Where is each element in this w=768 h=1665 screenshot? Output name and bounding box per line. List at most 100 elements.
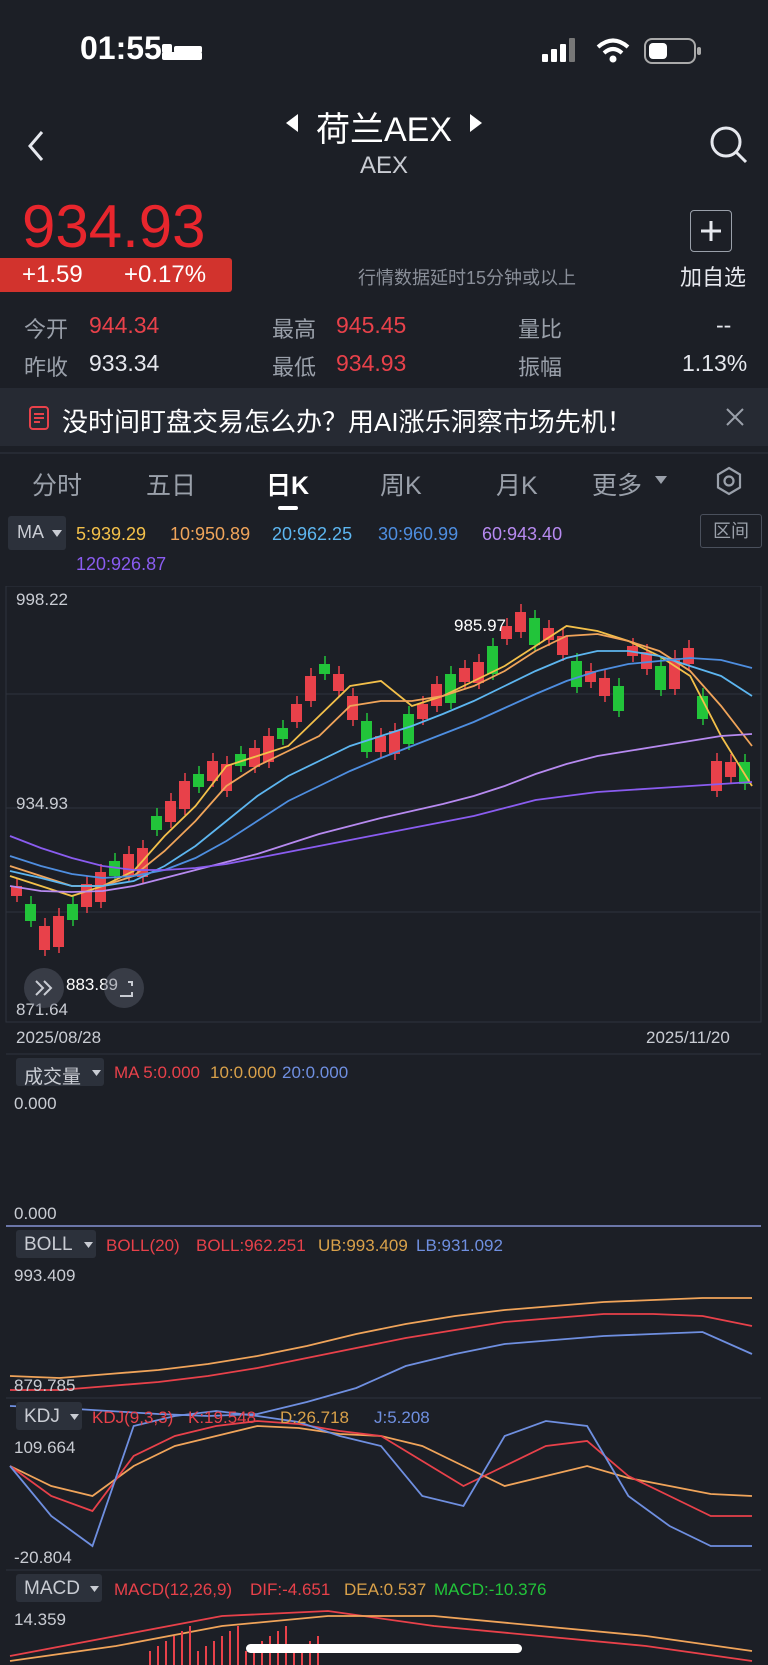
range-button[interactable]: 区间	[700, 514, 762, 548]
candle-body	[11, 886, 22, 896]
date-end: 2025/11/20	[646, 1028, 730, 1047]
kdj-k-line	[9, 1420, 752, 1517]
double-chevron-icon	[35, 980, 53, 996]
add-watchlist-label[interactable]: 加自选	[680, 265, 747, 290]
kline-chart-area[interactable]	[0, 586, 768, 1665]
candle-body	[529, 618, 540, 645]
prev-close-value: 933.34	[89, 350, 160, 376]
page-title: 荷兰AEX	[315, 111, 453, 149]
candle-body	[25, 904, 36, 921]
candle-body	[151, 816, 162, 830]
ma30-value: 30:960.99	[378, 524, 459, 544]
volume-ma10: 10:0.000	[210, 1063, 277, 1082]
candle-body	[361, 721, 372, 752]
volume-ma20: 20:0.000	[282, 1063, 349, 1082]
kdj-j: J:5.208	[374, 1408, 430, 1427]
fullscreen-button[interactable]	[104, 968, 144, 1008]
caret-down-icon	[52, 530, 62, 537]
kdj-d: D:26.718	[280, 1408, 349, 1427]
plus-icon	[701, 221, 721, 241]
change-percent: +0.17%	[124, 261, 207, 288]
home-indicator[interactable]	[246, 1644, 522, 1653]
candle-body	[655, 666, 666, 690]
candle-body	[165, 801, 176, 822]
caret-down-icon	[90, 1586, 99, 1592]
open-value: 944.34	[89, 312, 160, 338]
macd-dea-line	[9, 1615, 753, 1662]
boll-y-top: 993.409	[14, 1266, 76, 1285]
low-value: 934.93	[336, 350, 407, 376]
ma120-line	[9, 781, 753, 871]
tab-five-day[interactable]: 五日	[146, 472, 197, 500]
promo-banner[interactable]	[0, 388, 768, 446]
kline-y-mid: 934.93	[16, 794, 68, 813]
delay-note: 行情数据延时15分钟或以上	[358, 268, 577, 288]
tab-weekly-k[interactable]: 周K	[380, 472, 422, 500]
tab-monthly-k[interactable]: 月K	[496, 472, 538, 500]
boll-selector[interactable]: BOLL	[16, 1230, 96, 1258]
candle-body	[81, 884, 92, 907]
prev-index-icon[interactable]	[284, 112, 300, 134]
close-icon[interactable]	[724, 406, 746, 428]
ma30-line	[9, 657, 753, 879]
settings-icon[interactable]	[714, 466, 744, 496]
kdj-y-top: 109.664	[14, 1438, 76, 1457]
cellular-signal-icon	[542, 38, 575, 62]
back-icon[interactable]	[24, 128, 48, 164]
ma60-line	[9, 733, 753, 893]
candle-body	[389, 731, 400, 754]
kline-y-low: 871.64	[16, 1000, 68, 1019]
candle-body	[109, 861, 120, 876]
volume-ratio-value: --	[716, 312, 732, 338]
chevron-down-icon	[655, 476, 667, 484]
kline-y-high: 998.22	[16, 590, 68, 609]
candle-body	[179, 781, 190, 809]
candle-body	[711, 761, 722, 791]
macd-dif: DIF:-4.651	[250, 1580, 331, 1599]
ma20-value: 20:962.25	[272, 524, 353, 544]
caret-down-icon	[70, 1414, 79, 1420]
candle-body	[207, 761, 218, 781]
candle-body	[235, 754, 246, 766]
volume-y-bottom: 0.000	[14, 1204, 57, 1223]
candle-body	[137, 848, 148, 877]
prev-close-label: 昨收	[24, 355, 69, 380]
scroll-left-button[interactable]	[24, 968, 64, 1008]
candle-body	[291, 704, 302, 722]
candle-body	[543, 628, 554, 640]
ma120-value: 120:926.87	[76, 554, 167, 574]
search-icon[interactable]	[708, 124, 750, 166]
boll-y-bottom: 879.785	[14, 1376, 76, 1395]
kdj-selector[interactable]: KDJ	[16, 1402, 82, 1430]
tab-intraday[interactable]: 分时	[32, 472, 83, 500]
date-start: 2025/08/28	[16, 1028, 102, 1047]
kdj-k: K:19.548	[188, 1408, 257, 1427]
volume-y-top: 0.000	[14, 1094, 57, 1113]
ma5-value: 5:939.29	[76, 524, 147, 544]
ma-selector[interactable]: MA	[8, 516, 66, 550]
promo-text[interactable]: 没时间盯盘交易怎么办？用AI涨乐洞察市场先机！	[62, 407, 633, 437]
macd-selector[interactable]: MACD	[16, 1574, 102, 1602]
next-index-icon[interactable]	[468, 112, 484, 134]
volume-selector[interactable]: 成交量	[16, 1058, 104, 1088]
candle-body	[669, 658, 680, 689]
candle-body	[305, 676, 316, 701]
tab-daily-k[interactable]: 日K	[266, 472, 310, 500]
boll-selector-label: BOLL	[24, 1234, 73, 1255]
caret-down-icon	[92, 1070, 101, 1076]
candle-body	[501, 626, 512, 639]
add-watchlist-button[interactable]	[690, 210, 732, 252]
tab-more[interactable]: 更多	[592, 472, 643, 500]
page-subtitle: AEX	[359, 152, 409, 179]
kline-frame	[5, 586, 762, 1023]
document-icon	[29, 406, 49, 430]
low-label: 最低	[272, 355, 317, 380]
ma-selector-label: MA	[17, 522, 44, 542]
macd-dif-line	[9, 1610, 753, 1662]
boll-mid: BOLL:962.251	[196, 1236, 306, 1255]
macd-y-top: 14.359	[14, 1610, 66, 1629]
candle-body	[697, 696, 708, 719]
kdj-j-line	[9, 1410, 752, 1548]
candle-body	[333, 674, 344, 691]
candle-body	[585, 671, 596, 682]
